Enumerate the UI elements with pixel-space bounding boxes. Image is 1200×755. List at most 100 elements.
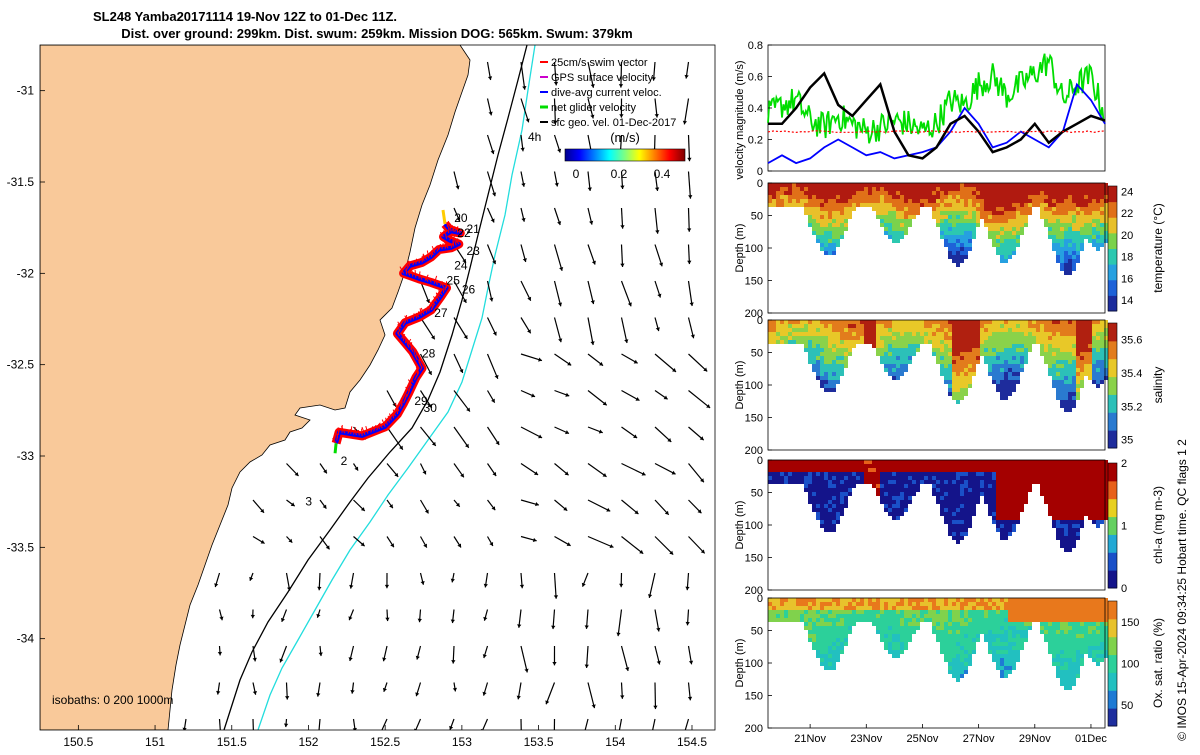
colorbar-tick-label: 1 xyxy=(1121,521,1127,533)
section-cell xyxy=(1004,492,1008,496)
section-cell xyxy=(972,476,976,480)
section-cell xyxy=(1092,332,1096,336)
section-cell xyxy=(808,634,812,638)
section-cell xyxy=(880,183,884,187)
section-cell xyxy=(772,476,776,480)
section-cell xyxy=(1000,496,1004,500)
section-cell xyxy=(864,476,868,480)
section-cell xyxy=(1012,380,1016,384)
section-cell xyxy=(964,476,968,480)
section-cell xyxy=(884,328,888,332)
section-cell xyxy=(944,364,948,368)
section-cell xyxy=(920,606,924,610)
section-cell xyxy=(1068,368,1072,372)
section-cell xyxy=(1012,666,1016,670)
section-cell xyxy=(976,352,980,356)
section-cell xyxy=(932,352,936,356)
section-cell xyxy=(932,191,936,195)
section-cell xyxy=(944,472,948,476)
section-cell xyxy=(952,492,956,496)
section-cell xyxy=(832,320,836,324)
section-cell xyxy=(1100,488,1104,492)
section-cell xyxy=(1044,332,1048,336)
section-cell xyxy=(1024,488,1028,492)
section-cell xyxy=(996,336,1000,340)
section-cell xyxy=(992,344,996,348)
section-cell xyxy=(1060,219,1064,223)
section-cell xyxy=(928,602,932,606)
section-cell xyxy=(1092,211,1096,215)
section-cell xyxy=(876,332,880,336)
section-cell xyxy=(908,211,912,215)
section-cell xyxy=(1060,638,1064,642)
section-cell xyxy=(948,332,952,336)
section-cell xyxy=(912,472,916,476)
section-cell xyxy=(964,231,968,235)
section-cell xyxy=(1008,464,1012,468)
section-cell xyxy=(968,191,972,195)
section-cell xyxy=(996,476,1000,480)
section-cell xyxy=(904,360,908,364)
section-cell xyxy=(988,460,992,464)
section-cell xyxy=(904,464,908,468)
section-cell xyxy=(960,191,964,195)
section-cell xyxy=(1008,215,1012,219)
map-ytick-label: -33 xyxy=(17,449,35,463)
section-cell xyxy=(964,368,968,372)
section-cell xyxy=(908,340,912,344)
section-cell xyxy=(1096,508,1100,512)
section-cell xyxy=(864,602,868,606)
section-cell xyxy=(1056,211,1060,215)
section-cell xyxy=(768,460,772,464)
section-cell xyxy=(1040,472,1044,476)
section-cell xyxy=(860,187,864,191)
section-cell xyxy=(1072,646,1076,650)
section-cell xyxy=(1048,235,1052,239)
section-cell xyxy=(924,460,928,464)
section-cell xyxy=(1084,336,1088,340)
section-cell xyxy=(1032,464,1036,468)
section-cell xyxy=(896,638,900,642)
section-cell xyxy=(900,356,904,360)
section-cell xyxy=(1004,227,1008,231)
section-cell xyxy=(840,332,844,336)
section-cell xyxy=(788,203,792,207)
section-cell xyxy=(1072,380,1076,384)
section-cell xyxy=(1080,219,1084,223)
section-cell xyxy=(904,320,908,324)
section-cell xyxy=(1048,340,1052,344)
section-cell xyxy=(968,219,972,223)
section-cell xyxy=(1004,376,1008,380)
section-cell xyxy=(1072,320,1076,324)
section-cell xyxy=(884,606,888,610)
section-cell xyxy=(816,376,820,380)
section-cell xyxy=(1064,642,1068,646)
section-cell xyxy=(852,207,856,211)
section-cell xyxy=(1016,352,1020,356)
section-cell xyxy=(876,468,880,472)
section-cell xyxy=(980,344,984,348)
section-cell xyxy=(944,602,948,606)
section-cell xyxy=(968,484,972,488)
section-cell xyxy=(1068,271,1072,275)
section-cell xyxy=(1020,602,1024,606)
section-cell xyxy=(964,504,968,508)
section-cell xyxy=(820,380,824,384)
section-cell xyxy=(944,488,948,492)
section-cell xyxy=(892,336,896,340)
section-cell xyxy=(1060,480,1064,484)
colorbar-tick-label: 24 xyxy=(1121,186,1133,198)
section-cell xyxy=(812,468,816,472)
section-cell xyxy=(820,524,824,528)
section-cell xyxy=(952,372,956,376)
section-cell xyxy=(1012,618,1016,622)
section-cell xyxy=(816,215,820,219)
section-cell xyxy=(1036,183,1040,187)
section-cell xyxy=(912,191,916,195)
section-cell xyxy=(868,324,872,328)
section-cell xyxy=(876,340,880,344)
section-cell xyxy=(892,460,896,464)
section-cell xyxy=(792,203,796,207)
section-cell xyxy=(1028,340,1032,344)
section-cell xyxy=(984,328,988,332)
